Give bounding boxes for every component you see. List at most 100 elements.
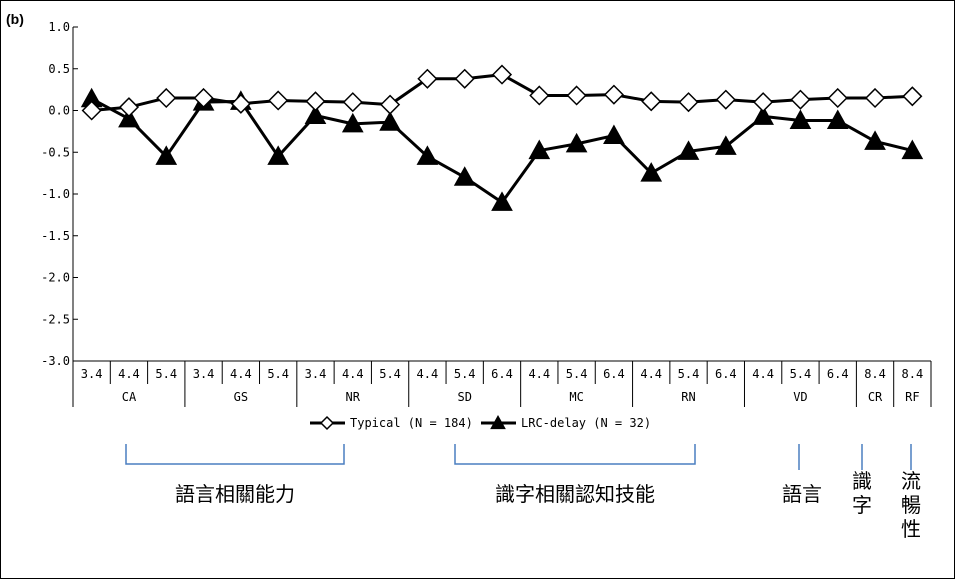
bracket	[454, 444, 696, 465]
legend-label-lrc-delay: LRC-delay (N = 32)	[521, 416, 651, 430]
lrc-delay-triangle-point	[901, 139, 924, 160]
series-layer	[80, 64, 924, 211]
typical-diamond-point	[417, 68, 438, 89]
brackets: 語言相關能力 識字相關認知技能 語言 識字 流暢性	[125, 444, 921, 541]
typical-diamond-point	[790, 89, 811, 110]
y-tick-label: -1.5	[41, 229, 70, 243]
lrc-delay-triangle-point	[826, 109, 849, 130]
typical-diamond-point	[118, 97, 140, 118]
y-tick-label: -2.5	[41, 312, 70, 326]
lrc-delay-triangle-point	[789, 109, 812, 130]
bracket-label: 流暢性	[901, 469, 921, 541]
typical-diamond-point	[902, 86, 923, 107]
x-group-label: RN	[681, 390, 695, 404]
lrc-delay-triangle-point	[528, 139, 551, 160]
x-age-label: 5.4	[155, 367, 177, 381]
x-group-label: NR	[346, 390, 361, 404]
legend: Typical (N = 184) LRC-delay (N = 32)	[310, 414, 651, 431]
x-age-label: 6.4	[827, 367, 849, 381]
lrc-delay-triangle-point	[155, 145, 178, 165]
x-age-label: 5.4	[267, 367, 289, 381]
x-group-label: SD	[457, 390, 471, 404]
lrc-delay-triangle-point	[379, 111, 401, 131]
x-age-label: 5.4	[566, 367, 588, 381]
typical-diamond-point	[380, 94, 401, 115]
x-age-label: 5.4	[678, 367, 700, 381]
lrc-delay-triangle-point	[453, 166, 476, 186]
lrc-delay-triangle-point	[416, 145, 439, 165]
x-age-label: 3.4	[81, 367, 103, 381]
bracket-label-char: 流	[901, 469, 921, 493]
typical-diamond-point	[529, 85, 550, 106]
typical-diamond-point	[156, 87, 177, 109]
typical-diamond-point	[342, 92, 363, 113]
x-group-label: RF	[905, 390, 919, 404]
x-age-label: 5.4	[454, 367, 476, 381]
bracket-label: 語言相關能力	[175, 482, 295, 506]
lrc-delay-triangle-point	[864, 130, 886, 150]
x-age-label: 4.4	[342, 367, 364, 381]
bracket-label: 識字	[852, 469, 872, 517]
y-tick-label: -1.0	[41, 187, 70, 201]
axes: 1.0 0.5 0.0 -0.5 -1.0 -1.5 -2.0 -2.5 -3.0 3.4 4.4 5…	[41, 20, 932, 407]
lrc-delay-triangle-point	[491, 191, 513, 211]
x-group-label: CA	[122, 390, 137, 404]
bracket-label-char: 暢	[901, 493, 921, 517]
y-tick-label: -2.0	[41, 271, 70, 285]
typical-diamond-point	[230, 93, 251, 114]
x-age-label: 5.4	[379, 367, 401, 381]
series-typical	[81, 64, 923, 121]
bracket-label: 識字相關認知技能	[495, 482, 655, 506]
typical-diamond-point	[864, 87, 886, 109]
typical-diamond-point	[827, 87, 848, 109]
y-tick-label: 0.5	[48, 62, 70, 76]
panel-label: (b)	[6, 11, 24, 27]
x-age-label: 4.4	[640, 367, 662, 381]
typical-diamond-point	[454, 68, 475, 89]
x-age-label: 3.4	[305, 367, 327, 381]
typical-diamond-point	[491, 64, 513, 85]
bracket-label-char: 性	[901, 517, 921, 541]
typical-diamond-point	[305, 91, 326, 112]
lrc-delay-triangle-point	[118, 107, 140, 128]
x-age-label: 8.4	[864, 367, 886, 381]
typical-diamond-point	[641, 91, 662, 112]
typical-diamond-point	[566, 85, 587, 106]
typical-diamond-point	[678, 92, 699, 113]
lrc-delay-triangle-point	[752, 105, 774, 125]
legend-label-typical: Typical (N = 184)	[350, 416, 473, 430]
typical-diamond-point	[268, 90, 289, 111]
y-tick-label: 0.0	[48, 104, 70, 118]
lrc-delay-triangle-point	[603, 124, 625, 145]
lrc-delay-triangle-point	[714, 135, 737, 155]
legend-marker-typical	[319, 415, 335, 431]
x-age-label: 4.4	[118, 367, 140, 381]
typical-diamond-point	[715, 89, 736, 110]
x-group-label: GS	[234, 390, 248, 404]
bracket-label-char: 識	[852, 469, 872, 493]
lrc-delay-triangle-point	[640, 162, 663, 182]
series-lrc-delay	[80, 87, 924, 211]
x-age-label: 6.4	[491, 367, 513, 381]
lrc-delay-triangle-point	[565, 132, 588, 153]
lrc-delay-triangle-point	[677, 140, 700, 160]
legend-marker-lrc-delay	[490, 414, 506, 430]
y-tick-label: -0.5	[41, 145, 70, 159]
x-age-label: 3.4	[193, 367, 215, 381]
bracket-label: 語言	[782, 482, 822, 506]
typical-diamond-point	[81, 100, 102, 121]
y-tick-label: -3.0	[41, 354, 70, 368]
y-tick-label: 1.0	[48, 20, 70, 34]
x-age-label: 6.4	[715, 367, 737, 381]
x-age-label: 5.4	[790, 367, 812, 381]
typical-diamond-point	[603, 84, 624, 105]
x-group-label: MC	[569, 390, 583, 404]
x-age-label: 8.4	[902, 367, 924, 381]
lrc-delay-triangle-point	[304, 104, 327, 125]
bracket	[125, 444, 345, 465]
x-age-label: 4.4	[417, 367, 439, 381]
x-age-label: 4.4	[752, 367, 774, 381]
typical-diamond-point	[753, 92, 774, 113]
bracket-label-char: 字	[852, 493, 872, 517]
